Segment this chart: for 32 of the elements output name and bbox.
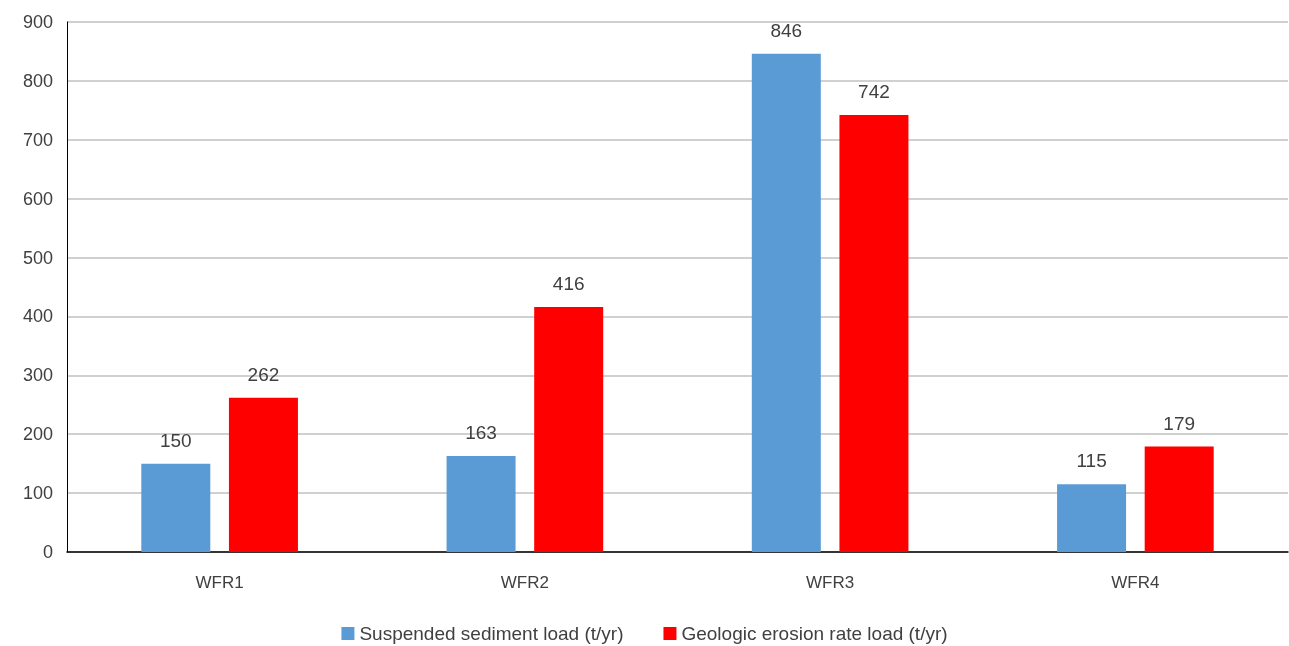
y-tick-label: 700 — [22, 129, 53, 150]
y-tick-label: 100 — [22, 483, 53, 504]
data-label: 150 — [159, 429, 192, 451]
y-tick-label: 400 — [22, 306, 53, 327]
legend-label: Suspended sediment load (t/yr) — [359, 623, 624, 644]
bar — [446, 456, 516, 552]
data-label: 742 — [858, 81, 890, 103]
data-label: 179 — [1163, 412, 1196, 434]
x-tick-label: WFR2 — [500, 573, 549, 592]
y-tick-label: 300 — [22, 365, 53, 386]
legend-label: Geologic erosion rate load (t/yr) — [681, 623, 948, 644]
bar — [839, 115, 909, 552]
y-tick-label: 200 — [22, 424, 53, 445]
data-label: 846 — [770, 19, 803, 41]
x-tick-label: WFR3 — [806, 573, 855, 592]
y-tick-label: 0 — [42, 542, 53, 562]
data-label: 163 — [465, 422, 497, 444]
x-tick-label: WFR4 — [1111, 573, 1160, 592]
bar — [1144, 446, 1214, 552]
y-tick-label: 900 — [22, 12, 53, 32]
x-tick-label: WFR1 — [195, 573, 244, 592]
y-tick-label: 800 — [22, 70, 53, 91]
bar — [751, 53, 821, 552]
bar — [534, 307, 604, 552]
bar — [228, 397, 298, 552]
data-label: 262 — [247, 363, 280, 385]
bar — [1057, 484, 1127, 552]
y-tick-label: 500 — [22, 247, 53, 268]
data-label: 115 — [1076, 450, 1107, 472]
data-label: 416 — [552, 273, 585, 295]
y-tick-label: 600 — [22, 188, 53, 209]
bar — [141, 463, 211, 552]
